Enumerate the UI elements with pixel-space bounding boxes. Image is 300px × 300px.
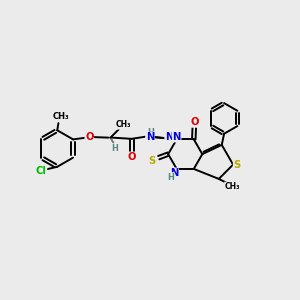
- Text: S: S: [233, 160, 241, 170]
- Text: N: N: [170, 168, 178, 178]
- Text: O: O: [190, 117, 199, 127]
- Text: O: O: [85, 132, 94, 142]
- Text: Cl: Cl: [36, 166, 47, 176]
- Text: CH₃: CH₃: [116, 120, 131, 129]
- Text: CH₃: CH₃: [225, 182, 240, 191]
- Text: S: S: [148, 156, 155, 166]
- Text: H: H: [147, 128, 154, 137]
- Text: N: N: [146, 132, 154, 142]
- Text: H: H: [167, 173, 174, 182]
- Text: CH₃: CH₃: [52, 112, 69, 121]
- Text: H: H: [111, 144, 118, 153]
- Text: N: N: [172, 132, 181, 142]
- Text: N: N: [165, 132, 173, 142]
- Text: O: O: [128, 152, 136, 162]
